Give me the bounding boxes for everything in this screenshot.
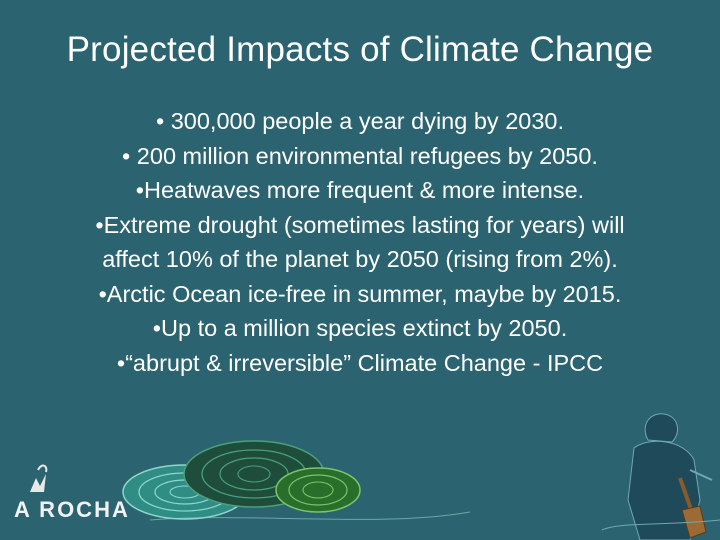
bullet-item: • 200 million environmental refugees by …	[122, 142, 598, 169]
bullet-item: •“abrupt & irreversible” Climate Change …	[116, 349, 604, 376]
bullet-item: •Arctic Ocean ice-free in summer, maybe …	[98, 280, 622, 307]
bullet-item: •Extreme drought (sometimes lasting for …	[95, 211, 625, 238]
bullet-item: • 300,000 people a year dying by 2030.	[155, 108, 565, 134]
bullet-item: •Up to a million species extinct by 2050…	[152, 315, 568, 341]
bullet-list: • 300,000 people a year dying by 2030. •…	[30, 104, 690, 380]
logo-text: A ROCHA	[14, 497, 130, 522]
green-ripple	[275, 467, 361, 513]
bullet-item-continuation: affect 10% of the planet by 2050 (rising…	[102, 246, 618, 272]
slide-title: Projected Impacts of Climate Change	[66, 30, 654, 69]
bullet-item: •Heatwaves more frequent & more intense.	[135, 177, 585, 203]
